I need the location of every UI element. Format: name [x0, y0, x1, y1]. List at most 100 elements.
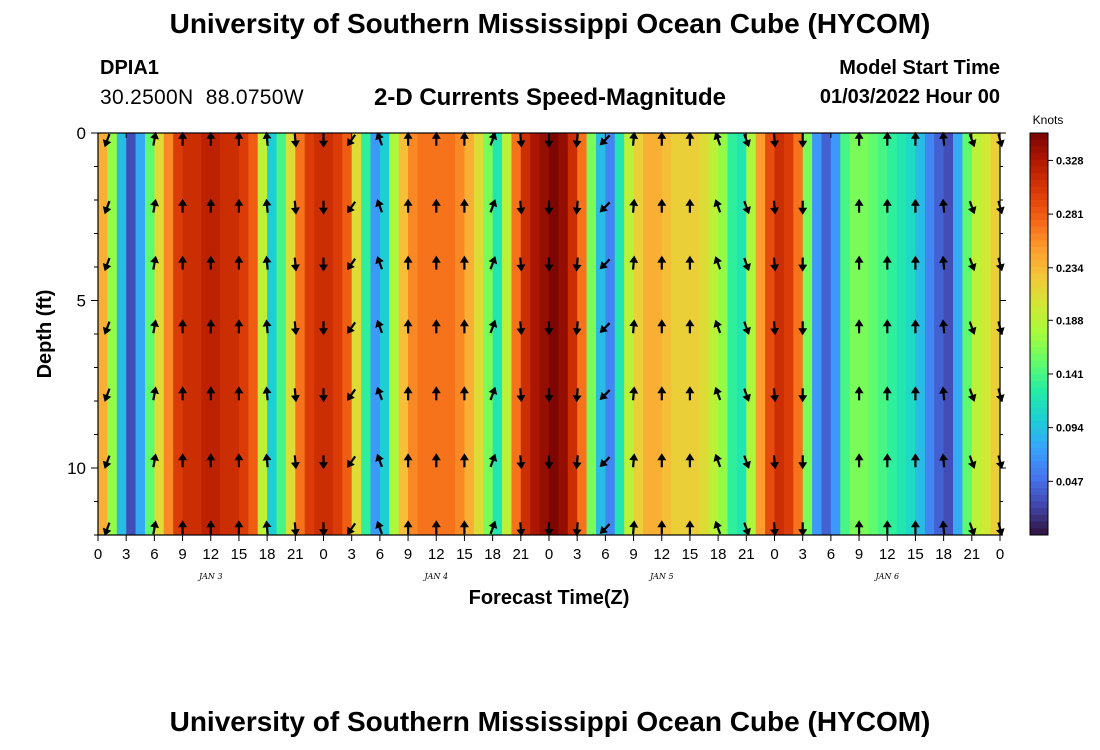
current-arrow: [685, 386, 695, 401]
current-arrow: [599, 456, 611, 467]
current-arrow: [657, 453, 667, 468]
current-arrow: [770, 321, 780, 336]
current-arrow: [206, 453, 216, 468]
current-arrow: [319, 257, 328, 272]
heat-cell: [990, 133, 1001, 535]
heat-cell: [661, 133, 672, 535]
current-arrow: [599, 258, 611, 270]
heat-cell: [595, 133, 606, 535]
day-label: JAN 3: [197, 572, 223, 581]
heat-cell: [896, 133, 907, 535]
current-arrow: [347, 522, 357, 535]
current-arrow: [629, 319, 639, 334]
colorbar-segment: [1030, 200, 1048, 208]
current-arrow: [488, 199, 498, 213]
current-arrow: [798, 200, 808, 215]
current-arrow: [657, 255, 667, 270]
current-arrow: [102, 257, 112, 272]
current-arrow: [290, 257, 300, 272]
heat-cell: [276, 133, 287, 535]
heat-cell: [793, 133, 804, 535]
current-arrow: [910, 453, 920, 468]
current-arrow: [375, 199, 384, 213]
heat-cell: [840, 133, 851, 535]
heat-cell: [445, 133, 456, 535]
current-arrow: [178, 255, 188, 270]
heat-cell: [558, 133, 569, 535]
heat-cell: [229, 133, 240, 535]
current-arrow: [290, 200, 300, 215]
colorbar-segment: [1030, 240, 1048, 248]
heat-cell: [426, 133, 437, 535]
colorbar-segment: [1030, 313, 1048, 322]
heat-cell: [877, 133, 888, 535]
current-arrow: [798, 388, 808, 403]
current-arrow: [599, 322, 611, 333]
colorbar-segment: [1030, 133, 1048, 141]
current-arrow: [882, 386, 892, 401]
current-arrow: [544, 200, 554, 215]
colorbar-segment: [1030, 380, 1048, 389]
heat-cell: [699, 133, 710, 535]
current-arrow: [206, 198, 216, 213]
plot-title: 2-D Currents Speed-Magnitude: [373, 84, 727, 111]
current-arrow: [854, 453, 864, 468]
x-tick-label: 15: [907, 546, 924, 563]
current-arrow: [516, 455, 526, 470]
current-arrow: [854, 386, 864, 401]
current-arrow: [178, 198, 188, 213]
current-arrow: [102, 133, 112, 148]
colorbar-segment: [1030, 139, 1048, 147]
heat-cell: [783, 133, 794, 535]
heat-cell: [915, 133, 926, 535]
current-arrow: [102, 455, 112, 469]
heat-cell: [680, 133, 691, 535]
current-arrow: [262, 255, 272, 270]
x-tick-label: 0: [996, 546, 1004, 563]
current-arrow: [770, 200, 780, 215]
heat-cell: [746, 133, 757, 535]
colorbar-segment: [1030, 401, 1048, 409]
heat-cell: [351, 133, 362, 535]
heat-cell: [135, 133, 146, 535]
colorbar-segment: [1030, 213, 1048, 221]
current-arrow: [599, 201, 611, 213]
heat-cell: [859, 133, 870, 535]
current-arrow: [178, 319, 188, 334]
heat-cell: [98, 133, 108, 535]
heat-cell: [633, 133, 644, 535]
x-tick-label: 9: [629, 546, 637, 563]
current-arrow: [910, 255, 920, 270]
heat-cell: [182, 133, 193, 535]
current-arrow: [629, 386, 639, 401]
current-arrow: [150, 319, 160, 334]
colorbar-segment: [1030, 246, 1048, 255]
heat-cell: [718, 133, 729, 535]
x-tick-label: 0: [94, 546, 102, 563]
heat-cell: [464, 133, 475, 535]
current-arrow: [347, 201, 357, 214]
heat-cell: [220, 133, 231, 535]
current-arrow: [544, 388, 554, 403]
heat-cell: [868, 133, 879, 535]
colorbar-segment: [1030, 521, 1048, 529]
current-arrow: [572, 200, 582, 215]
current-arrow: [403, 453, 413, 468]
heat-cell: [436, 133, 447, 535]
heat-cell: [971, 133, 982, 535]
current-arrow: [234, 198, 244, 213]
current-arrow: [150, 198, 160, 213]
current-arrow: [488, 256, 498, 270]
heat-cell: [398, 133, 409, 535]
current-arrow: [431, 198, 441, 213]
colorbar-segment: [1030, 260, 1048, 268]
heat-cell: [201, 133, 212, 535]
heat-cell: [116, 133, 127, 535]
colorbar-segment: [1030, 494, 1048, 502]
current-arrow: [882, 520, 892, 535]
heat-cell: [830, 133, 841, 535]
current-arrow: [798, 321, 808, 336]
heat-cell: [577, 133, 588, 535]
heat-cell: [455, 133, 466, 535]
colorbar-segment: [1030, 360, 1048, 368]
